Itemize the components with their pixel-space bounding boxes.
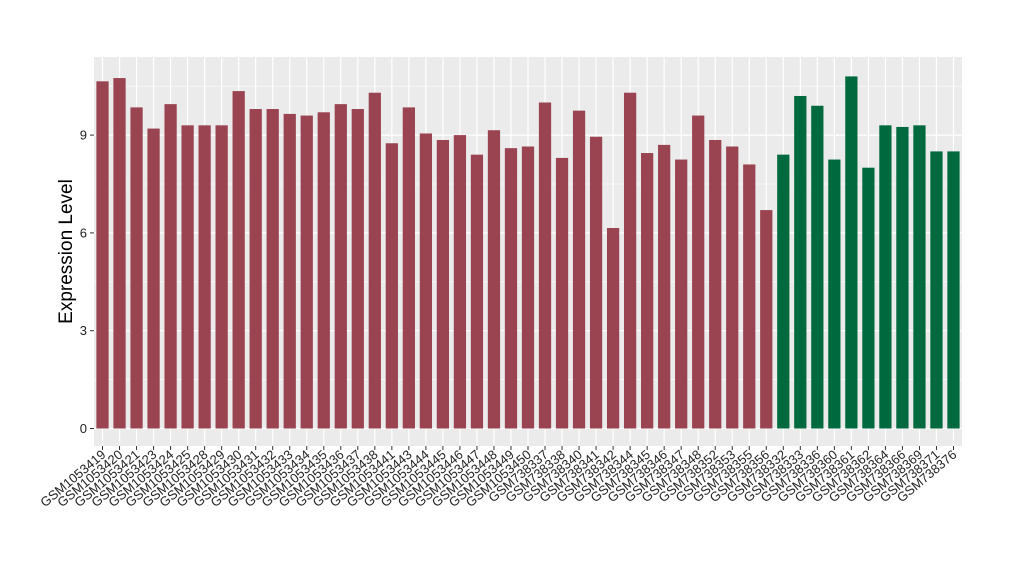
bar — [930, 151, 943, 429]
bar — [641, 153, 654, 429]
bar — [811, 105, 824, 429]
bar — [862, 167, 875, 429]
bar — [777, 154, 790, 429]
bar — [317, 112, 330, 429]
bar — [794, 95, 807, 429]
bar — [760, 210, 773, 429]
bar — [300, 115, 313, 429]
bar — [232, 91, 245, 429]
bar — [402, 107, 415, 429]
x-axis: GSM1053419GSM1053420GSM1053421GSM1053423… — [37, 446, 959, 510]
bar — [623, 92, 637, 429]
bar — [589, 136, 603, 429]
bar — [675, 159, 688, 429]
bar — [572, 110, 586, 429]
bar — [692, 115, 705, 429]
bar — [164, 104, 177, 429]
bar — [147, 128, 160, 429]
bar — [726, 146, 739, 429]
bar — [385, 143, 398, 429]
bar — [198, 125, 211, 429]
bar — [181, 125, 194, 429]
bar — [879, 125, 892, 429]
y-axis-title: Expression Level — [56, 179, 77, 324]
y-axis: 0 3 6 9 — [80, 128, 94, 436]
bar — [215, 125, 228, 429]
bar — [555, 157, 569, 429]
bar — [538, 102, 552, 429]
bar — [368, 92, 381, 429]
bar — [419, 133, 433, 429]
bar — [487, 130, 501, 429]
bar — [845, 76, 858, 429]
bar — [709, 139, 722, 429]
bar — [947, 151, 960, 429]
bar — [606, 228, 620, 429]
bar — [249, 109, 262, 429]
bar — [743, 164, 756, 429]
y-tick-label: 3 — [80, 323, 87, 338]
y-tick-label: 0 — [80, 421, 87, 436]
bar — [470, 154, 484, 429]
bar — [130, 107, 143, 429]
bar — [658, 144, 671, 429]
bar — [96, 81, 109, 429]
bar — [913, 125, 926, 429]
bar — [504, 148, 518, 429]
y-tick-label: 6 — [80, 225, 87, 240]
bar — [521, 146, 535, 429]
bar — [283, 113, 296, 429]
bar — [266, 109, 279, 429]
bar — [334, 104, 347, 429]
bar — [113, 78, 126, 429]
bar — [828, 159, 841, 429]
bar — [453, 135, 467, 429]
bar — [896, 126, 909, 429]
bars — [96, 76, 960, 429]
y-tick-label: 9 — [80, 128, 87, 143]
bar — [436, 139, 450, 429]
bar — [351, 109, 364, 429]
